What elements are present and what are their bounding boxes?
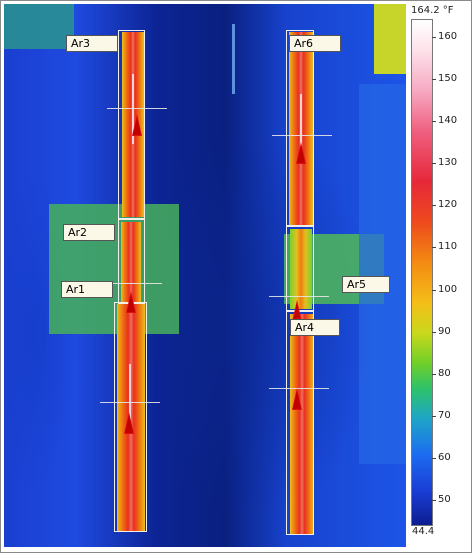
hot-spot-marker-icon	[132, 114, 142, 136]
hot-spot-marker-icon	[292, 300, 302, 322]
hot-spot-marker-icon	[296, 142, 306, 164]
scale-tick	[432, 416, 436, 418]
scale-tick-label: 90	[438, 325, 451, 337]
scale-tick	[432, 121, 436, 122]
hot-spot-marker-icon	[292, 388, 302, 410]
scale-tick	[432, 163, 436, 165]
scale-tick-label: 110	[438, 241, 458, 253]
crosshair-ar3	[107, 108, 167, 109]
hot-spot-marker-icon	[124, 412, 134, 434]
region-label-ar6[interactable]: Ar6	[289, 35, 341, 52]
scale-tick-label: 50	[438, 494, 451, 506]
color-bar	[411, 19, 433, 526]
hot-line-ar6	[300, 94, 302, 164]
scale-tick-label: 100	[438, 283, 458, 295]
warm-corner-top-left	[4, 4, 74, 49]
warm-corner-top-right	[374, 4, 406, 74]
roi-box-ar4[interactable]	[286, 310, 314, 535]
region-label-ar2[interactable]: Ar2	[63, 224, 115, 241]
cable-top	[232, 24, 235, 94]
region-label-ar4[interactable]: Ar4	[290, 319, 340, 336]
scale-tick	[432, 373, 436, 375]
roi-box-ar6[interactable]	[286, 30, 314, 226]
heater-strip-left-middle	[121, 222, 141, 302]
scale-tick	[432, 458, 436, 460]
crosshair-ar1	[102, 283, 162, 284]
region-label-ar3[interactable]: Ar3	[66, 35, 118, 52]
scale-tick-label: 120	[438, 199, 458, 211]
hot-spot-marker-icon	[126, 291, 136, 313]
scale-min-label: 44.4	[412, 526, 435, 537]
scale-tick-label: 140	[438, 115, 458, 126]
roi-box-ar3[interactable]	[118, 30, 145, 220]
scale-tick-label: 130	[438, 157, 458, 169]
scale-tick	[432, 205, 436, 207]
scale-tick-label: 70	[438, 410, 451, 422]
crosshair-ar6	[272, 135, 332, 136]
crosshair-ar1-lower	[100, 402, 160, 403]
crosshair-ar5	[269, 296, 329, 297]
scale-tick-label: 60	[438, 452, 451, 464]
scale-tick-label: 80	[438, 367, 451, 379]
scale-tick	[432, 500, 436, 502]
scale-tick	[432, 36, 436, 38]
heater-strip-right-middle	[290, 229, 312, 309]
scale-tick	[432, 78, 436, 80]
scale-max-label: 164.2 °F	[411, 5, 454, 16]
hot-line-ar1	[129, 364, 131, 424]
temperature-scale: 164.2 °F 160 150 140 130 120 110 100 90 80 70 60 50…	[408, 4, 470, 547]
region-label-ar5[interactable]: Ar5	[342, 276, 390, 293]
scale-tick-label: 160	[438, 30, 458, 42]
region-label-ar1[interactable]: Ar1	[61, 281, 113, 298]
scale-tick	[432, 289, 436, 291]
scale-tick	[432, 247, 436, 249]
hot-line-ar3	[132, 74, 134, 144]
thermal-image: Ar3 Ar2 Ar1 Ar6 Ar5 Ar4	[4, 4, 406, 547]
warm-patch-right	[359, 84, 406, 464]
scale-tick-label: 150	[438, 72, 458, 84]
scale-tick	[432, 331, 436, 333]
heater-strip-right-lower	[290, 314, 314, 534]
